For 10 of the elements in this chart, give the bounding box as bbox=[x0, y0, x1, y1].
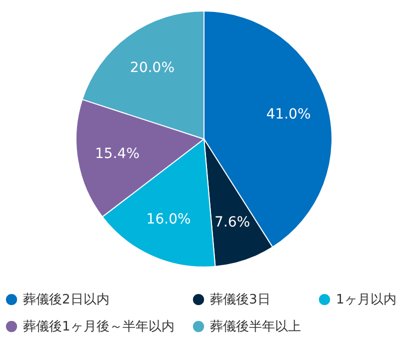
data-label: 7.6% bbox=[214, 214, 250, 230]
data-label: 15.4% bbox=[95, 146, 140, 162]
data-label: 20.0% bbox=[130, 60, 175, 76]
data-label: 16.0% bbox=[146, 212, 191, 228]
legend-label: 葬儀後2日以内 bbox=[23, 292, 110, 308]
legend-label: 1ヶ月以内 bbox=[336, 292, 396, 308]
legend-label: 葬儀後半年以上 bbox=[210, 320, 301, 334]
data-label: 41.0% bbox=[266, 106, 311, 122]
legend-label: 葬儀後1ヶ月後～半年以内 bbox=[23, 320, 174, 334]
legend-label: 葬儀後3日 bbox=[210, 292, 270, 308]
